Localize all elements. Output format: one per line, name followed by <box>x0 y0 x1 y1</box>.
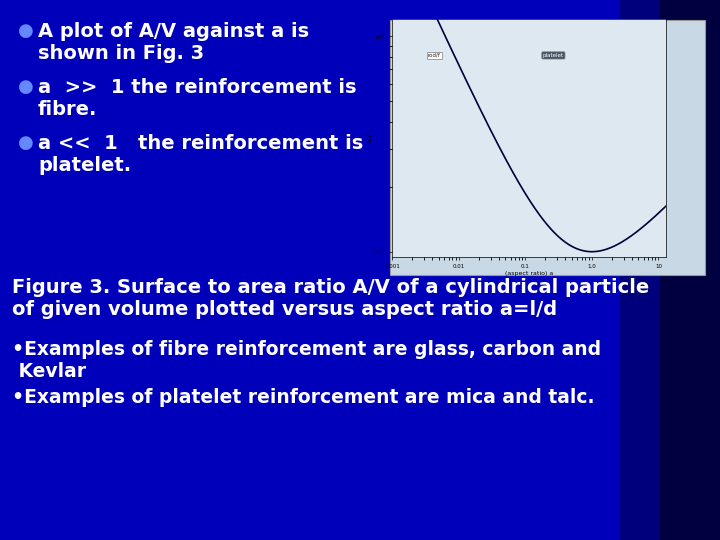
Text: platelet: platelet <box>543 53 564 58</box>
Y-axis label: A/V: A/V <box>367 132 372 143</box>
X-axis label: (aspect ratio) a: (aspect ratio) a <box>505 271 554 275</box>
Text: ●: ● <box>18 78 34 96</box>
Text: rod/f: rod/f <box>428 53 441 58</box>
Text: shown in Fig. 3: shown in Fig. 3 <box>38 44 204 63</box>
Bar <box>620 0 720 540</box>
Bar <box>660 0 720 540</box>
Text: of given volume plotted versus aspect ratio a=l/d: of given volume plotted versus aspect ra… <box>12 300 557 319</box>
Text: ●: ● <box>18 134 34 152</box>
Text: Kevlar: Kevlar <box>12 362 86 381</box>
Bar <box>390 20 705 275</box>
Text: a <<  1   the reinforcement is: a << 1 the reinforcement is <box>38 134 364 153</box>
Text: Figure 3. Surface to area ratio A/V of a cylindrical particle: Figure 3. Surface to area ratio A/V of a… <box>12 278 649 297</box>
Text: a  >>  1 the reinforcement is: a >> 1 the reinforcement is <box>38 78 356 97</box>
Text: •Examples of fibre reinforcement are glass, carbon and: •Examples of fibre reinforcement are gla… <box>12 340 601 359</box>
Text: A plot of A/V against a is: A plot of A/V against a is <box>38 22 309 41</box>
Text: fibre.: fibre. <box>38 100 97 119</box>
Text: •Examples of platelet reinforcement are mica and talc.: •Examples of platelet reinforcement are … <box>12 388 595 407</box>
Text: platelet.: platelet. <box>38 156 131 175</box>
Text: ●: ● <box>18 22 34 40</box>
